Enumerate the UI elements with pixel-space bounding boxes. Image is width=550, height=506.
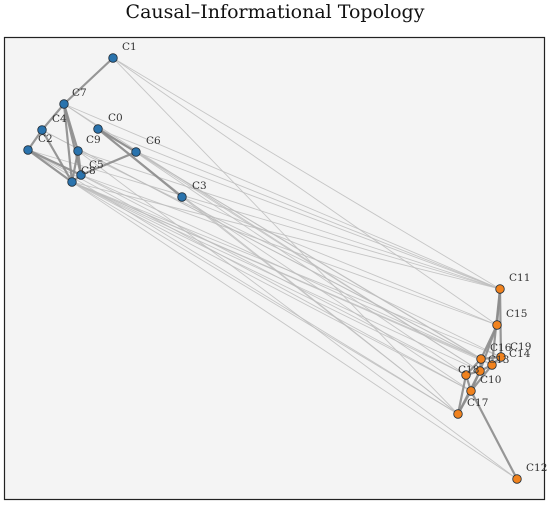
- node-label-c17: C17: [467, 397, 488, 409]
- node-label-c6: C6: [146, 135, 161, 147]
- node-c19[interactable]: [496, 352, 506, 362]
- node-label-c1: C1: [122, 41, 137, 53]
- strong-edge-c1-c7: [62, 56, 115, 106]
- strong-edge-c2-c8: [26, 148, 74, 184]
- weak-edge-c3-c15: [181, 196, 498, 326]
- node-label-c5: C5: [89, 159, 104, 171]
- strong-edge-c4-c8: [40, 128, 74, 184]
- node-c9[interactable]: [73, 146, 83, 156]
- strong-edge-c9-c8: [70, 149, 80, 184]
- node-label-c3: C3: [192, 180, 207, 192]
- node-label-c12: C12: [526, 462, 547, 474]
- weak-edge-c1-c15: [112, 57, 498, 326]
- node-c2[interactable]: [23, 145, 33, 155]
- strong-edge-c15-c13: [478, 323, 499, 373]
- node-label-c0: C0: [108, 112, 123, 124]
- weak-edge-c2-c10: [27, 149, 472, 392]
- weak-edge-c9-c11: [77, 150, 501, 290]
- node-c10[interactable]: [466, 386, 476, 396]
- node-c14[interactable]: [487, 360, 497, 370]
- node-c13[interactable]: [475, 366, 485, 376]
- node-c4[interactable]: [37, 125, 47, 135]
- node-c8[interactable]: [67, 177, 77, 187]
- weak-edge-c9-c12: [77, 150, 518, 480]
- node-label-c18: C18: [458, 364, 479, 376]
- strong-edge-c10-c12: [469, 389, 519, 481]
- strong-edge-c6-c5: [79, 150, 138, 177]
- weak-edge-c9-c19: [77, 150, 502, 358]
- weak-edge-c6-c11: [135, 151, 501, 290]
- label-layer: C0 C1 C2 C3 C4 C5 C6 C7 C8 C9 C10 C11 C12 C13 C14 C15 C1…: [38, 41, 547, 474]
- node-label-c11: C11: [509, 272, 530, 284]
- weak-edge-c8-c18: [71, 181, 467, 376]
- weak-edge-c8-c17: [71, 181, 459, 415]
- weak-edge-layer: [27, 57, 518, 480]
- node-c1[interactable]: [108, 53, 118, 63]
- weak-edge-c2-c11: [27, 149, 501, 290]
- node-layer: [23, 53, 522, 484]
- node-c11[interactable]: [495, 284, 505, 294]
- weak-edge-c8-c10: [71, 181, 472, 392]
- node-c6[interactable]: [131, 147, 141, 157]
- weak-edge-c4-c14: [41, 129, 493, 366]
- node-c15[interactable]: [492, 320, 502, 330]
- node-c17[interactable]: [453, 409, 463, 419]
- weak-edge-c1-c17: [112, 57, 459, 415]
- node-label-c10: C10: [480, 374, 501, 386]
- strong-edge-c18-c17: [456, 373, 468, 416]
- strong-edge-c7-c4: [40, 102, 66, 132]
- weak-edge-c8-c13: [71, 181, 481, 372]
- node-label-c15: C15: [506, 308, 527, 320]
- weak-edge-c8-c14: [71, 181, 493, 366]
- node-c12[interactable]: [512, 474, 522, 484]
- node-label-c7: C7: [72, 87, 87, 99]
- node-c3[interactable]: [177, 192, 187, 202]
- node-label-c16: C16: [490, 342, 512, 354]
- chart-title: Causal–Informational Topology: [125, 1, 425, 23]
- weak-edge-c0-c11: [97, 128, 501, 290]
- node-label-c2: C2: [38, 133, 53, 145]
- node-c0[interactable]: [93, 124, 103, 134]
- node-label-c19: C19: [510, 341, 531, 353]
- node-label-c4: C4: [52, 113, 67, 125]
- weak-edge-c3-c10: [181, 196, 472, 392]
- weak-edge-c5-c15: [80, 174, 498, 326]
- weak-edge-c8-c19: [71, 181, 502, 358]
- node-c16[interactable]: [476, 354, 486, 364]
- node-label-c14: C14: [509, 348, 531, 360]
- weak-edge-c8-c12: [71, 181, 518, 480]
- node-c18[interactable]: [461, 370, 471, 380]
- node-label-c8: C8: [81, 165, 96, 177]
- node-label-c9: C9: [86, 134, 101, 146]
- node-label-c13: C13: [488, 354, 509, 366]
- strong-edge-c0-c3: [96, 127, 184, 199]
- weak-edge-c7-c11: [63, 103, 501, 290]
- strong-edge-c7-c5: [62, 102, 83, 177]
- strong-edge-c14-c10: [469, 363, 494, 393]
- weak-edge-c1-c11: [112, 57, 501, 290]
- node-c5[interactable]: [76, 170, 86, 180]
- strong-edge-c2-c5: [26, 148, 83, 177]
- node-c7[interactable]: [59, 99, 69, 109]
